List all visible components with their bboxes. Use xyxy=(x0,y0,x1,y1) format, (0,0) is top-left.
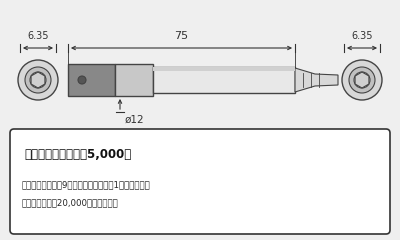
Circle shape xyxy=(25,67,51,93)
Bar xyxy=(153,67,295,93)
Circle shape xyxy=(18,60,58,100)
Text: 6.35: 6.35 xyxy=(351,31,373,41)
Polygon shape xyxy=(31,72,45,88)
Bar xyxy=(153,67,295,71)
Text: する。耗久テス20,000回クリア。）: する。耗久テス20,000回クリア。） xyxy=(22,198,119,208)
Circle shape xyxy=(349,67,375,93)
Polygon shape xyxy=(355,72,369,88)
Text: （締め付けの時に9クリックした時点で1回とカウント: （締め付けの時に9クリックした時点で1回とカウント xyxy=(22,180,151,190)
Text: ø12: ø12 xyxy=(125,115,145,125)
Polygon shape xyxy=(295,68,338,92)
Circle shape xyxy=(78,76,86,84)
Circle shape xyxy=(342,60,382,100)
Text: 75: 75 xyxy=(174,31,188,41)
FancyBboxPatch shape xyxy=(10,129,390,234)
Bar xyxy=(115,64,153,96)
Circle shape xyxy=(354,72,370,88)
Text: 6.35: 6.35 xyxy=(27,31,49,41)
Text: 使用可能回数　：絉5,000回: 使用可能回数 ：絉5,000回 xyxy=(24,149,131,162)
Circle shape xyxy=(30,72,46,88)
Bar xyxy=(68,64,115,96)
